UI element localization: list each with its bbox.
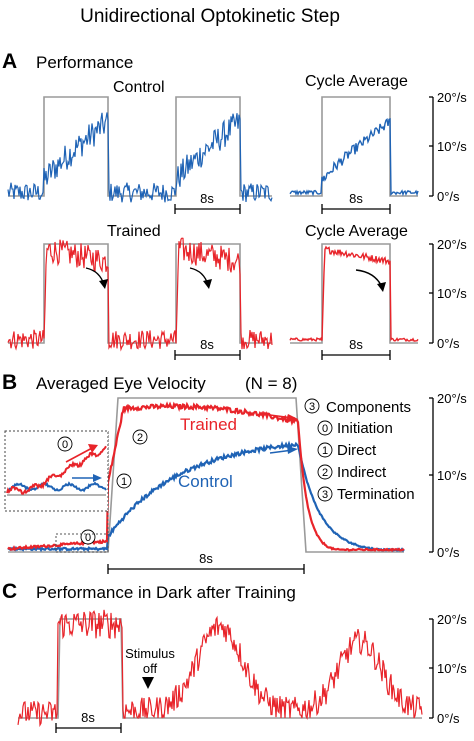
panel-a-bottom-y-axis: 20°/s 10°/s 0°/s: [429, 237, 467, 351]
b-inset-marker-circle-0: [57, 436, 73, 452]
panel-a-trained-cycle-plot: 8s: [289, 243, 419, 360]
b-trained-series-label: Trained: [180, 415, 237, 434]
panel-a-control-cycle-plot: 8s: [289, 96, 419, 214]
a-bottom-tick-label-10: 10°/s: [437, 286, 467, 301]
b-marker-circle-1: [116, 473, 132, 489]
c-stimulus-off-arrow: [142, 677, 154, 689]
a-trained-decay-arrowhead-2: [203, 279, 212, 289]
a-trained-decay-arrowhead-1: [99, 279, 108, 289]
panel-a-heading: Performance: [36, 53, 133, 72]
panel-c-plot: Stimulus off 8s: [17, 609, 423, 733]
a-trained-cycle-eye-trace: [289, 245, 419, 343]
a-bottom-tick-label-20: 20°/s: [437, 237, 467, 252]
b-control-series-label: Control: [178, 472, 233, 491]
b-inset-trained-arrow: [65, 446, 95, 463]
b-marker-symbol-0: 0: [85, 532, 91, 544]
a-control-scale-bar-label: 8s: [200, 191, 214, 206]
panel-b-y-axis: 20°/s 10°/s 0°/s: [429, 391, 467, 560]
b-legend-title: Components: [326, 399, 411, 416]
panel-b-letter: B: [2, 371, 17, 394]
c-tick-label-10: 10°/s: [437, 661, 467, 676]
a-control-cycle-eye-trace: [289, 117, 419, 197]
b-inset-control-arrowhead: [93, 474, 102, 482]
b-legend-label-0: Initiation: [337, 420, 393, 437]
a-control-eye-trace: [7, 112, 273, 203]
panel-a-trained-plot: 8s: [7, 237, 273, 360]
b-legend-circle-2: [317, 464, 333, 480]
a-bottom-tick-label-0: 0°/s: [437, 336, 460, 351]
b-inset-trained-arrowhead: [88, 444, 98, 453]
panel-b-components-legend: Components 0 Initiation 1 Direct 2 Indir…: [317, 399, 415, 503]
a-trained-cycle-stimulus-trace: [290, 243, 418, 344]
b-inset-box: [4, 430, 109, 512]
panel-a-cycle-average-label-bottom: Cycle Average: [305, 223, 408, 240]
panel-b-n-label: (N = 8): [245, 374, 297, 393]
b-trained-trace: [7, 401, 405, 553]
b-marker-symbol-1: 1: [121, 476, 127, 488]
b-control-termination-arrowhead: [287, 446, 298, 454]
a-control-cycle-stimulus-trace: [290, 96, 418, 197]
c-stimulus-trace: [18, 618, 422, 719]
a-trained-cycle-scale-bar-label: 8s: [349, 337, 363, 352]
c-tick-label-0: 0°/s: [437, 711, 460, 726]
panel-a-letter: A: [2, 50, 17, 73]
a-top-tick-label-0: 0°/s: [437, 189, 460, 204]
a-trained-stimulus-trace: [8, 243, 272, 344]
b-stimulus-trace: [8, 397, 404, 553]
b-marker-symbol-3: 3: [309, 401, 315, 413]
panel-c-letter: C: [2, 580, 17, 603]
panel-b-plot: Trained Control 0 1 2 3 0 8s: [4, 397, 405, 574]
a-top-tick-label-20: 20°/s: [437, 90, 467, 105]
b-legend-circle-1: [317, 442, 333, 458]
b-inset-trained-trace: [6, 445, 107, 495]
b-legend-symbol-0: 0: [322, 423, 328, 435]
a-trained-eye-trace: [7, 237, 273, 352]
c-eye-trace: [17, 609, 423, 728]
panel-c-y-axis: 20°/s 10°/s 0°/s: [429, 612, 467, 726]
c-scale-bar-label: 8s: [81, 710, 95, 725]
a-top-tick-label-10: 10°/s: [437, 139, 467, 154]
b-inset-marker-symbol-0: 0: [62, 439, 68, 451]
b-legend-circle-0: [317, 420, 333, 436]
panel-a-cycle-average-label-top: Cycle Average: [305, 73, 408, 90]
b-tick-label-10: 10°/s: [437, 468, 467, 483]
b-legend-label-1: Direct: [337, 442, 377, 459]
b-legend-label-2: Indirect: [337, 464, 387, 481]
b-tick-label-20: 20°/s: [437, 391, 467, 406]
b-scale-bar-label: 8s: [199, 551, 213, 566]
b-marker-symbol-2: 2: [137, 432, 143, 444]
b-legend-label-3: Termination: [337, 486, 415, 503]
a-trained-scale-bar-label: 8s: [200, 337, 214, 352]
b-marker-circle-2: [132, 429, 148, 445]
b-legend-symbol-3: 3: [322, 489, 328, 501]
panel-b-heading: Averaged Eye Velocity: [36, 374, 206, 393]
b-marker-circle-3: [304, 398, 320, 414]
b-control-trace: [7, 440, 405, 553]
b-legend-symbol-1: 1: [322, 445, 328, 457]
panel-a-top-y-axis: 20°/s 10°/s 0°/s: [429, 90, 467, 204]
b-inset-control-trace: [6, 481, 107, 493]
c-stimulus-off-label-line1: Stimulus: [125, 646, 175, 661]
b-zoom-region-box: [55, 533, 109, 553]
panel-a-control-plot: 8s: [7, 96, 273, 214]
b-legend-symbol-2: 2: [322, 467, 328, 479]
a-control-cycle-scale-bar-label: 8s: [349, 191, 363, 206]
panel-a-trained-label: Trained: [107, 223, 161, 240]
b-tick-label-0: 0°/s: [437, 545, 460, 560]
panel-c-heading: Performance in Dark after Training: [36, 583, 296, 602]
b-legend-circle-3: [317, 486, 333, 502]
b-trained-termination-arrowhead: [287, 414, 298, 422]
a-trained-cycle-decay-arrowhead: [377, 282, 386, 292]
panel-a-control-label: Control: [113, 79, 165, 96]
figure-title: Unidirectional Optokinetic Step: [80, 6, 340, 27]
c-stimulus-off-label-line2: off: [143, 661, 158, 676]
c-tick-label-20: 20°/s: [437, 612, 467, 627]
